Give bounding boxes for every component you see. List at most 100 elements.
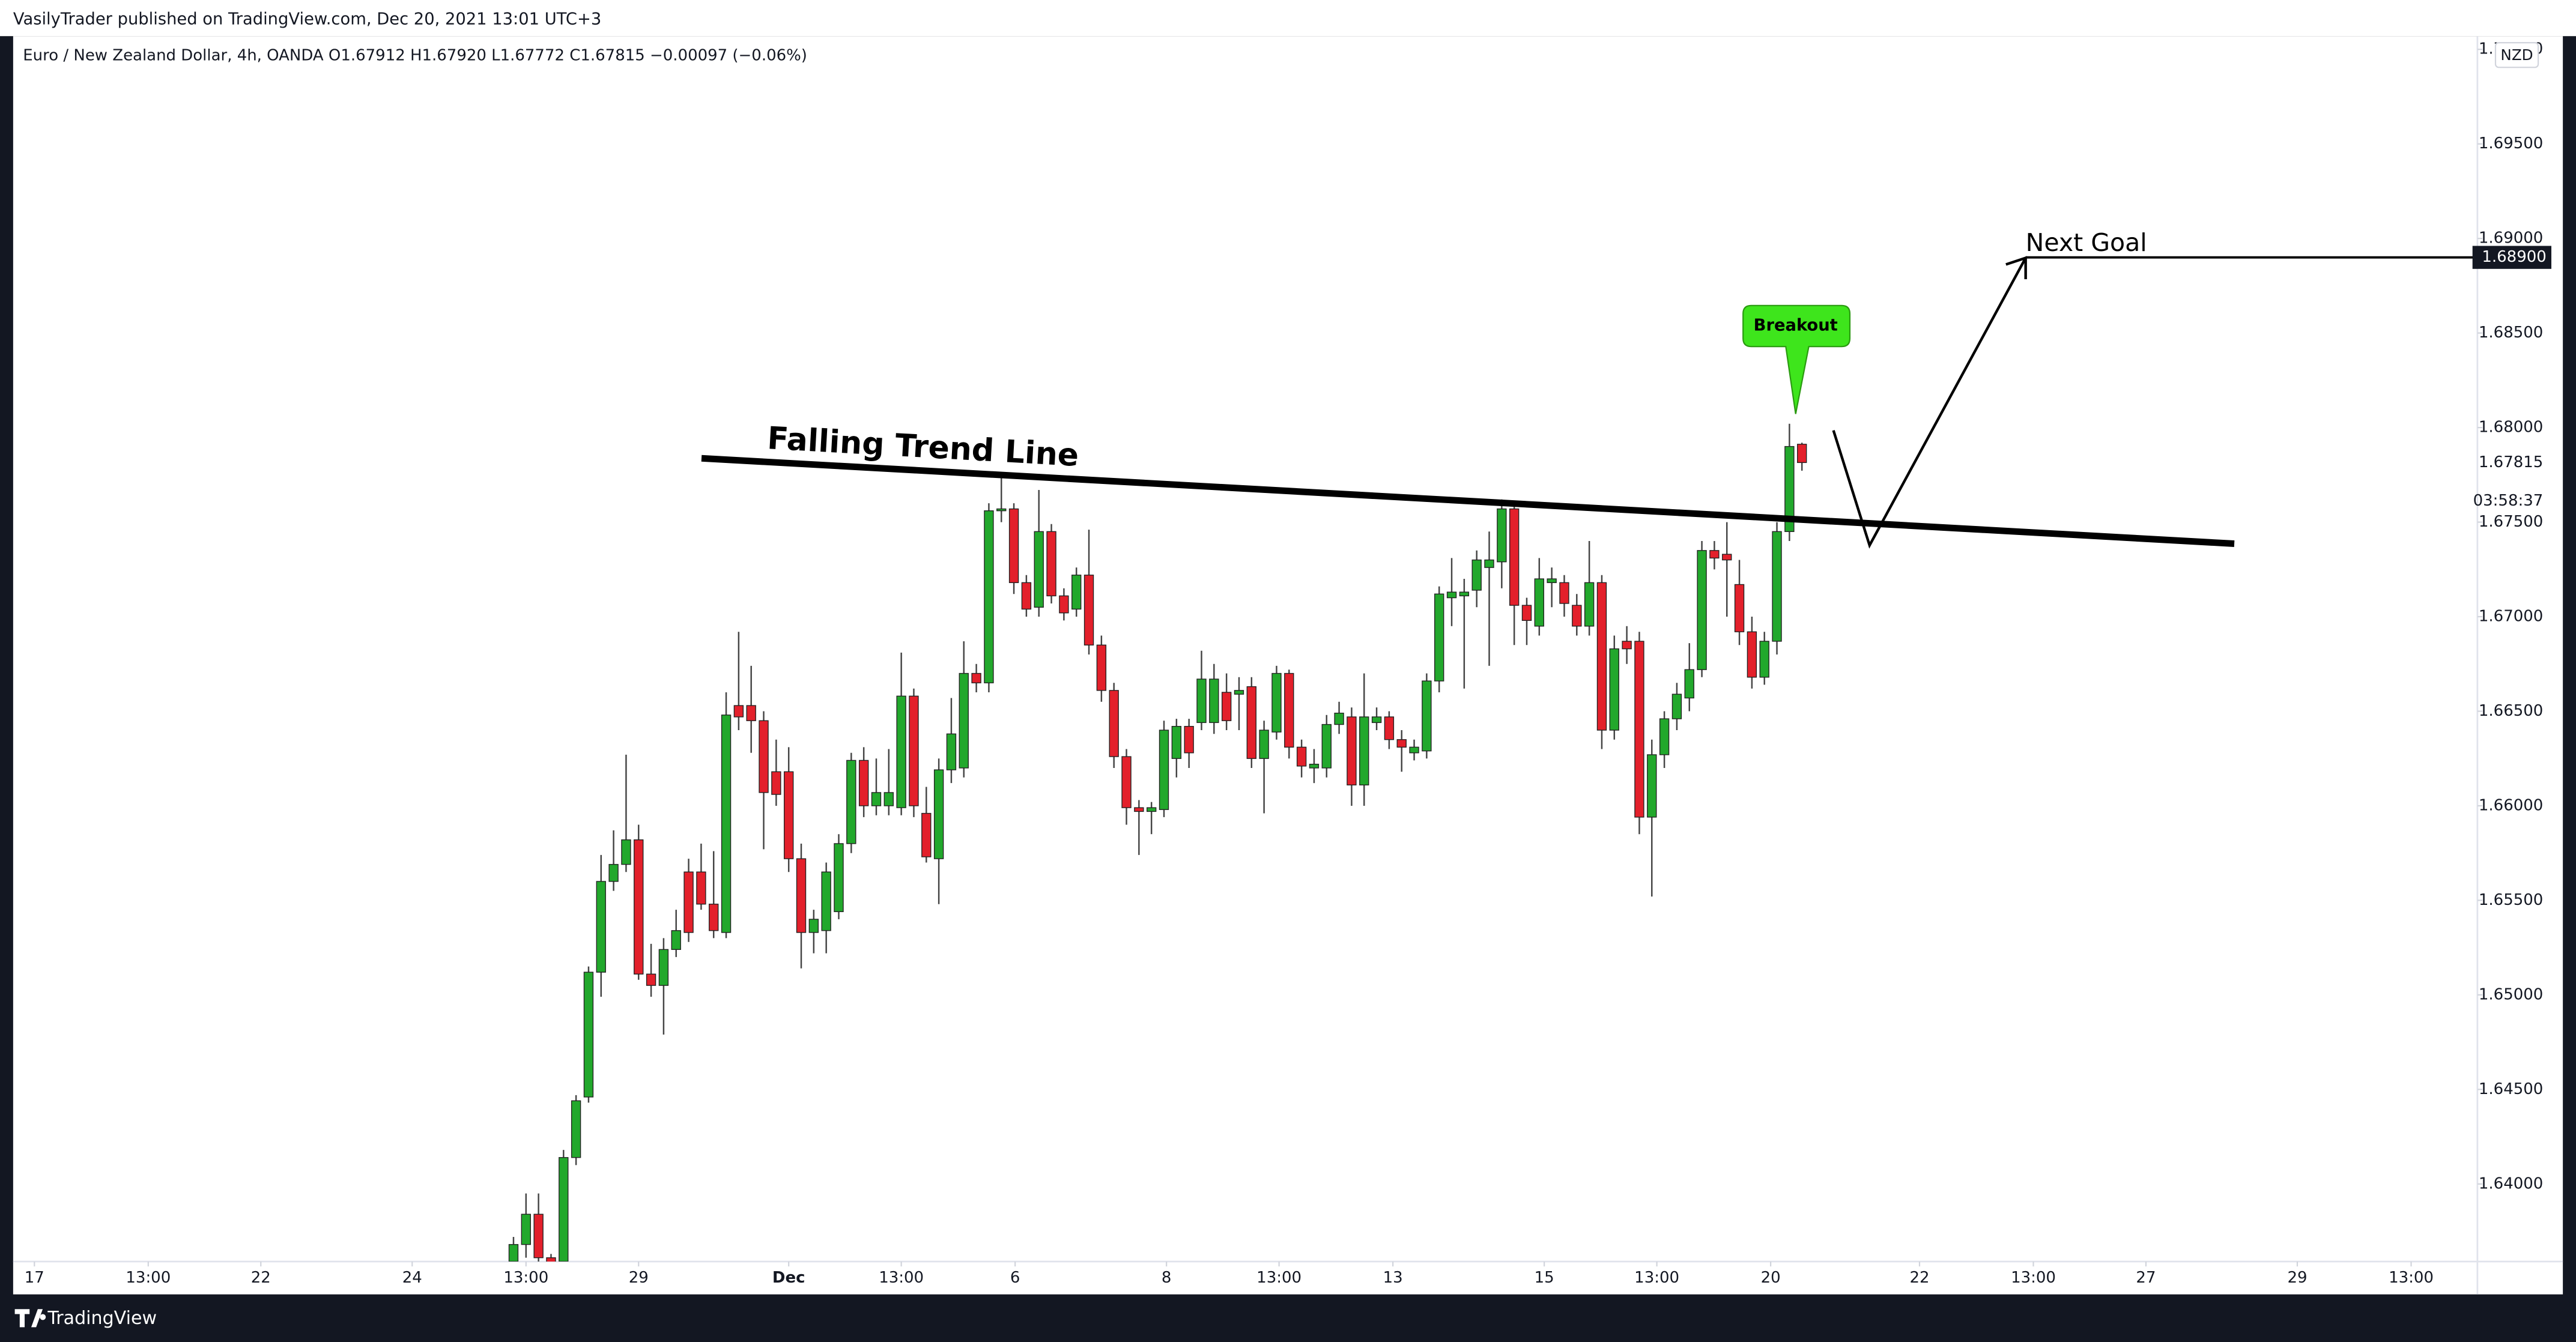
candle-body xyxy=(1171,726,1182,759)
currency: NZD xyxy=(2500,46,2533,64)
candle-body xyxy=(796,858,807,933)
x-tick-label: 13:00 xyxy=(1634,1269,1679,1287)
x-tick-label: Dec xyxy=(772,1269,805,1287)
x-tick-label: 13:00 xyxy=(1256,1269,1302,1287)
breakout-label: Breakout xyxy=(1754,316,1838,335)
candle-body xyxy=(1547,578,1557,584)
candle-body xyxy=(1409,746,1419,754)
candles xyxy=(508,423,1807,1262)
candle-body xyxy=(1446,591,1457,599)
x-tick-label: 20 xyxy=(1761,1269,1781,1287)
x-tick-label: 6 xyxy=(1010,1269,1020,1287)
x-tick-label: 24 xyxy=(402,1269,422,1287)
candle-body xyxy=(1284,673,1294,748)
candle-body xyxy=(1121,756,1132,808)
publisher: VasilyTrader published on TradingView.co… xyxy=(13,10,601,28)
y-tick-label: 1.67000 xyxy=(2479,608,2543,626)
candle-body xyxy=(733,705,744,718)
y-tick-label: 1.64000 xyxy=(2479,1174,2543,1192)
x-tick-label: 13 xyxy=(1383,1269,1403,1287)
y-tick-label: 1.68500 xyxy=(2479,324,2543,342)
candle-body xyxy=(1509,508,1520,606)
candle-body xyxy=(1059,595,1069,614)
candle-body xyxy=(933,769,944,859)
candle-body xyxy=(984,510,994,683)
candle-body xyxy=(1697,550,1707,670)
candle-body xyxy=(783,771,794,859)
candle-body xyxy=(896,695,906,808)
candle-body xyxy=(571,1100,581,1158)
candle-body xyxy=(959,673,969,769)
candle-body xyxy=(909,695,919,806)
candle-body xyxy=(1797,444,1807,464)
candle-body xyxy=(1159,730,1169,810)
candle-body xyxy=(1296,746,1307,767)
candle-body xyxy=(596,881,606,973)
candle-body xyxy=(821,871,831,931)
goal-label: Next Goal xyxy=(2026,228,2147,257)
candle-body xyxy=(1647,754,1657,818)
candle-body xyxy=(696,871,706,905)
candle-body xyxy=(634,839,644,975)
candle-body xyxy=(1459,591,1470,597)
goal-price-label: 1.68900 xyxy=(2482,248,2546,266)
candle-body xyxy=(1221,692,1232,721)
candle-body xyxy=(1234,690,1244,695)
candle-body xyxy=(1572,605,1582,627)
candle-body xyxy=(946,733,957,770)
candle-body xyxy=(1722,554,1732,561)
x-tick-label: 13:00 xyxy=(879,1269,924,1287)
candle-body xyxy=(1422,680,1432,752)
chart-area xyxy=(13,36,2563,1295)
candle-body xyxy=(1622,641,1632,650)
candle-body xyxy=(1384,716,1395,740)
candle-body xyxy=(1347,716,1357,786)
candle-body xyxy=(1371,716,1382,724)
candle-body xyxy=(559,1157,569,1262)
candle-body xyxy=(1359,716,1369,786)
projection-path xyxy=(1832,257,2027,549)
candle-body xyxy=(834,843,844,913)
candle-body xyxy=(1659,718,1670,755)
candle-body xyxy=(1021,582,1032,610)
candle-body xyxy=(1259,730,1269,759)
candle-body xyxy=(1321,724,1332,769)
x-tick-label: 17 xyxy=(25,1269,44,1287)
x-tick-label: 15 xyxy=(1535,1269,1554,1287)
candle-body xyxy=(1434,593,1444,682)
candle-body xyxy=(1071,575,1082,610)
candle-body xyxy=(546,1257,556,1262)
candle-body xyxy=(1484,559,1494,568)
candle-body xyxy=(858,760,869,806)
candle-body xyxy=(1584,582,1595,627)
candle-body xyxy=(608,863,619,882)
candle-body xyxy=(808,919,819,933)
candle-body xyxy=(846,760,856,844)
y-tick-label: 1.69500 xyxy=(2479,135,2543,153)
candle-body xyxy=(1034,531,1044,608)
candle-body xyxy=(1596,582,1607,731)
candle-body xyxy=(521,1214,531,1245)
y-tick-label: 1.65000 xyxy=(2479,985,2543,1003)
candle-body xyxy=(1008,508,1019,584)
candle-body xyxy=(1396,739,1407,748)
candle-body xyxy=(1534,578,1545,627)
candle-body xyxy=(1083,575,1094,645)
candle-body xyxy=(709,904,719,931)
trend-line xyxy=(701,455,2235,547)
candle-body xyxy=(1196,679,1207,724)
candle-body xyxy=(1759,641,1769,678)
candle-body xyxy=(1334,712,1344,725)
candle-body xyxy=(1609,648,1619,731)
candle-body xyxy=(746,705,756,721)
candle-body xyxy=(1271,673,1282,733)
candle-body xyxy=(871,792,882,806)
x-tick-label: 13:00 xyxy=(2389,1269,2434,1287)
candle-body xyxy=(1309,763,1320,769)
candle-body xyxy=(671,930,681,950)
candle-body xyxy=(971,673,981,683)
brand: TradingView xyxy=(47,1308,157,1329)
candle-body xyxy=(621,839,631,865)
